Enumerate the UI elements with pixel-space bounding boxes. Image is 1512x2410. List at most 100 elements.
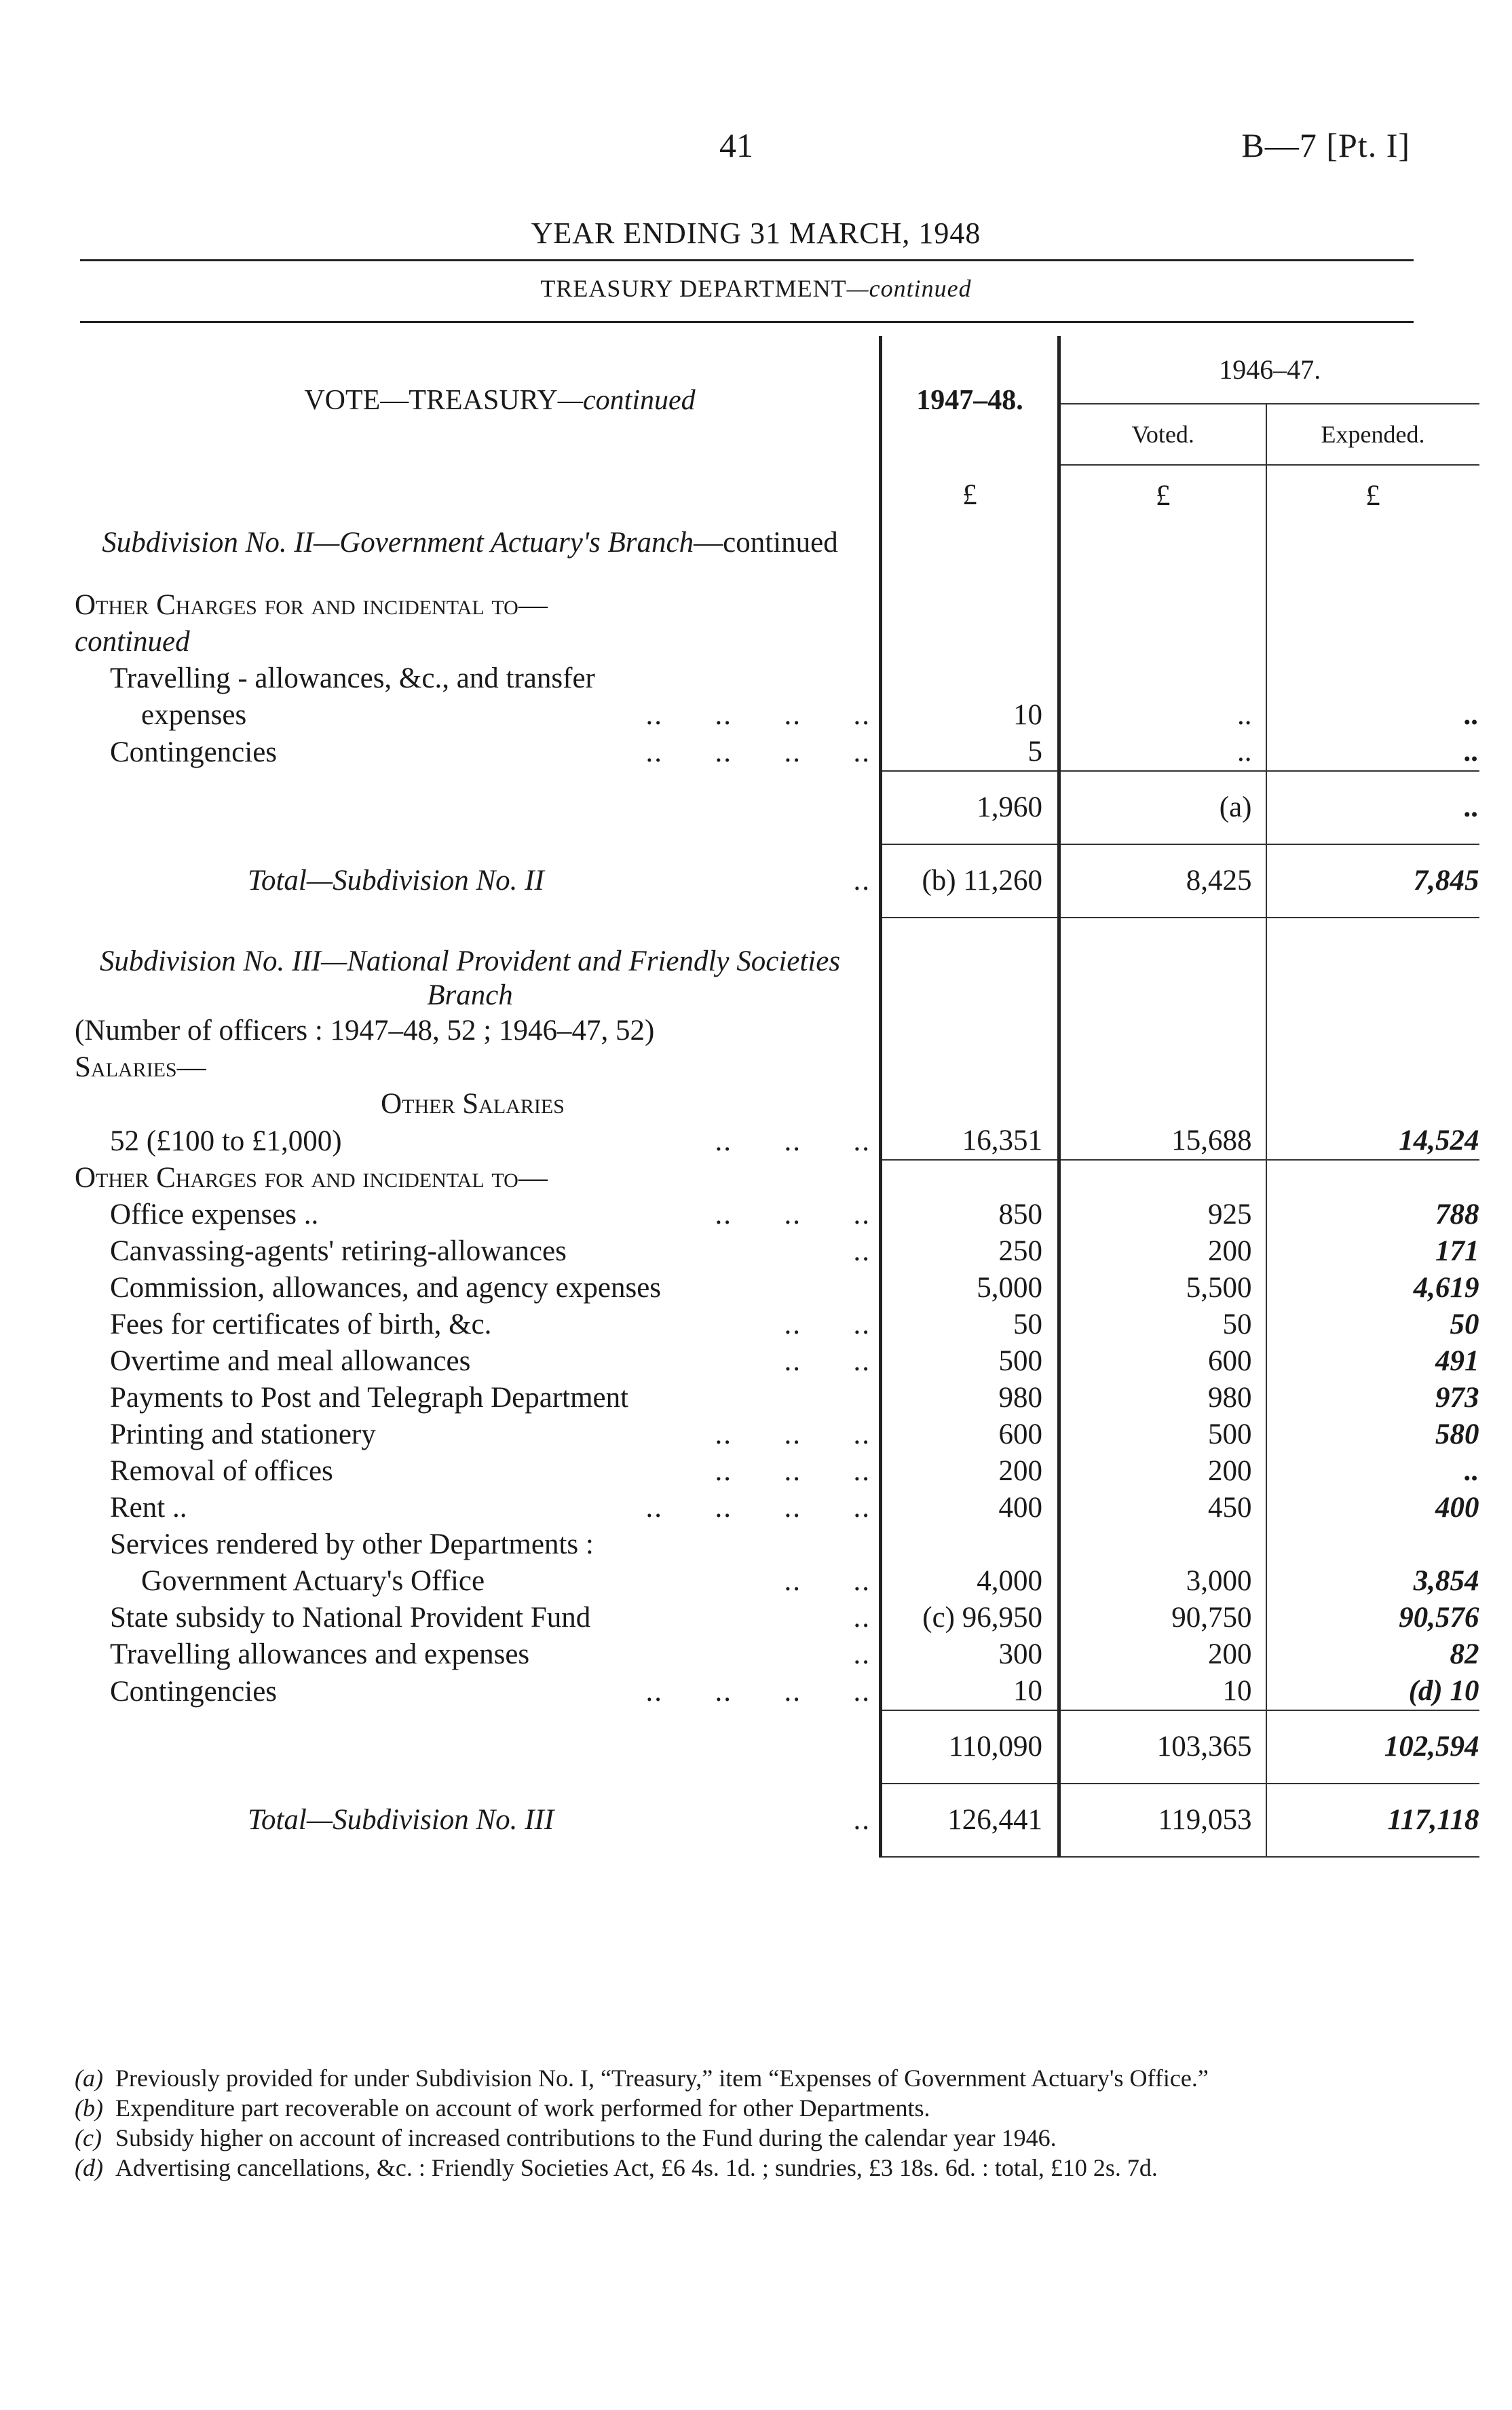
table-row: Canvassing-agents' retiring-allowances..… xyxy=(75,1233,1479,1270)
value-1946-47-voted: 980 xyxy=(1057,1380,1266,1416)
dot-leader: .. .. .. .. xyxy=(645,736,871,768)
value-1946-47-expended xyxy=(1265,1160,1479,1197)
value-1947-48: 300 xyxy=(879,1636,1059,1673)
value-1946-47-voted xyxy=(1057,526,1266,560)
value-1946-47-voted: 103,365 xyxy=(1057,1710,1266,1784)
label-wrap: Removal of offices .. .. .. xyxy=(75,1453,871,1490)
table-row: continued xyxy=(75,624,1479,660)
row-label: Travelling - allowances, &c., and transf… xyxy=(75,660,881,697)
row-label: Overtime and meal allowances .. .. xyxy=(75,1343,881,1380)
row-label: Salaries— xyxy=(75,1049,881,1086)
value-1946-47-voted: .. xyxy=(1057,734,1266,771)
value-1946-47-expended: 50 xyxy=(1265,1306,1479,1343)
subtotal-row: 110,090 103,365 102,594 xyxy=(75,1710,1479,1784)
footnote-text: Subsidy higher on account of increased c… xyxy=(115,2124,1057,2151)
department-name: TREASURY DEPARTMENT xyxy=(540,275,847,302)
value-1946-47-expended: 82 xyxy=(1265,1636,1479,1673)
section-heading: Other Charges for and incidental to— xyxy=(75,1162,548,1194)
value-1946-47-voted xyxy=(1057,587,1266,624)
value-1946-47-expended xyxy=(1265,587,1479,624)
value-1946-47-expended xyxy=(1265,918,1479,945)
vote-name: VOTE—TREASURY xyxy=(304,385,558,416)
label-wrap: Fees for certificates of birth, &c. .. .. xyxy=(75,1306,871,1343)
section-subheading: Other Salaries xyxy=(381,1088,565,1120)
value-1946-47-voted: 10 xyxy=(1057,1673,1266,1710)
value-1946-47-expended: .. xyxy=(1265,1453,1479,1490)
value-1946-47-voted: 50 xyxy=(1057,1306,1266,1343)
label-wrap: Canvassing-agents' retiring-allowances.. xyxy=(75,1233,871,1270)
value-1946-47-voted xyxy=(1057,945,1266,1013)
subdivision-suffix: —continued xyxy=(694,527,838,559)
value-1946-47-expended xyxy=(1265,945,1479,1013)
table-row: expenses .. .. .. .. 10.... xyxy=(75,697,1479,734)
value-1946-47-expended: 491 xyxy=(1265,1343,1479,1380)
column-header-voted: Voted. xyxy=(1057,404,1266,466)
value-1946-47-voted: 450 xyxy=(1057,1490,1266,1526)
table-row: Printing and stationery .. .. .. 600 500 580 xyxy=(75,1416,1479,1453)
value-1946-47-expended: 14,524 xyxy=(1265,1123,1479,1161)
item-label: Fees for certificates of birth, &c. xyxy=(110,1308,492,1340)
value-1946-47-voted xyxy=(1057,624,1266,660)
value-1946-47-expended: .. xyxy=(1265,697,1479,734)
item-label: Payments to Post and Telegraph Departmen… xyxy=(110,1382,629,1414)
value-1947-48 xyxy=(879,1160,1059,1197)
table-header-row: VOTE—TREASURY—continued 1947–48. 1946–47… xyxy=(75,336,1479,465)
label-wrap: State subsidy to National Provident Fund… xyxy=(75,1600,871,1636)
value-1946-47-expended: 400 xyxy=(1265,1490,1479,1526)
table-row: Government Actuary's Office .. .. 4,000 3,0… xyxy=(75,1563,1479,1600)
value-1947-48 xyxy=(879,918,1059,945)
value-1947-48: 250 xyxy=(879,1233,1059,1270)
value-1947-48: 4,000 xyxy=(879,1563,1059,1600)
dot-leader: .. xyxy=(853,1638,871,1670)
row-label xyxy=(75,771,881,844)
value-1946-47-expended xyxy=(1265,560,1479,587)
row-label xyxy=(75,918,881,945)
value-1946-47-voted: 500 xyxy=(1057,1416,1266,1453)
row-label xyxy=(75,560,881,587)
dot-leader: .. xyxy=(853,1804,871,1836)
value-1946-47-expended: 580 xyxy=(1265,1416,1479,1453)
row-label: Total—Subdivision No. III.. xyxy=(75,1784,881,1857)
value-1947-48 xyxy=(879,587,1059,624)
item-label: Printing and stationery xyxy=(110,1418,376,1450)
value-1947-48 xyxy=(879,1526,1059,1563)
row-label: Services rendered by other Departments : xyxy=(75,1526,881,1563)
value-1946-47-expended xyxy=(1265,624,1479,660)
value-1947-48: 980 xyxy=(879,1380,1059,1416)
dot-leader: .. .. .. .. xyxy=(645,1676,871,1708)
column-header-expended: Expended. xyxy=(1265,404,1479,466)
value-1947-48: 126,441 xyxy=(879,1783,1059,1858)
dot-leader: .. .. .. xyxy=(715,1455,871,1487)
row-label: Office expenses .. .. .. .. xyxy=(75,1197,881,1233)
item-label: Contingencies xyxy=(110,736,278,768)
value-1946-47-voted xyxy=(1057,1013,1266,1049)
currency-symbol: £ xyxy=(1057,465,1266,526)
value-1946-47-expended: 973 xyxy=(1265,1380,1479,1416)
label-wrap: Contingencies .. .. .. .. xyxy=(75,734,871,771)
footnote-text: Previously provided for under Subdivisio… xyxy=(115,2065,1209,2092)
subtotal-row: 1,960 (a).. xyxy=(75,770,1479,844)
row-label: Removal of offices .. .. .. xyxy=(75,1453,881,1490)
item-label: Travelling - allowances, &c., and transf… xyxy=(110,662,595,694)
row-label: Other Charges for and incidental to— xyxy=(75,587,881,624)
value-1946-47-voted: 5,500 xyxy=(1057,1270,1266,1306)
value-1947-48: 850 xyxy=(879,1197,1059,1233)
value-1947-48 xyxy=(879,560,1059,587)
table-row: Subdivision No. III—National Provident a… xyxy=(75,945,1479,1013)
value-1946-47-voted: .. xyxy=(1057,697,1266,734)
dot-leader: .. .. .. xyxy=(715,1199,871,1230)
item-label: Office expenses .. xyxy=(110,1199,319,1230)
value-1946-47-voted xyxy=(1057,1526,1266,1563)
table-row: 52 (£100 to £1,000) .. .. .. 16,351 15,688 1… xyxy=(75,1123,1479,1161)
table-row: Contingencies.. .. .. .. 10 10 (d) 10 xyxy=(75,1673,1479,1710)
value-1947-48: 600 xyxy=(879,1416,1059,1453)
item-label: Contingencies xyxy=(110,1676,278,1708)
department-suffix: —continued xyxy=(846,275,972,302)
row-label: Travelling allowances and expenses.. xyxy=(75,1636,881,1673)
dot-leader: .. .. xyxy=(784,1565,871,1597)
item-label: Government Actuary's Office xyxy=(141,1565,485,1597)
heading-continuation: continued xyxy=(75,626,190,658)
item-label: 52 (£100 to £1,000) xyxy=(110,1125,342,1157)
divider xyxy=(80,259,1414,261)
subdivision-title: Subdivision No. II—Government Actuary's … xyxy=(102,527,694,559)
